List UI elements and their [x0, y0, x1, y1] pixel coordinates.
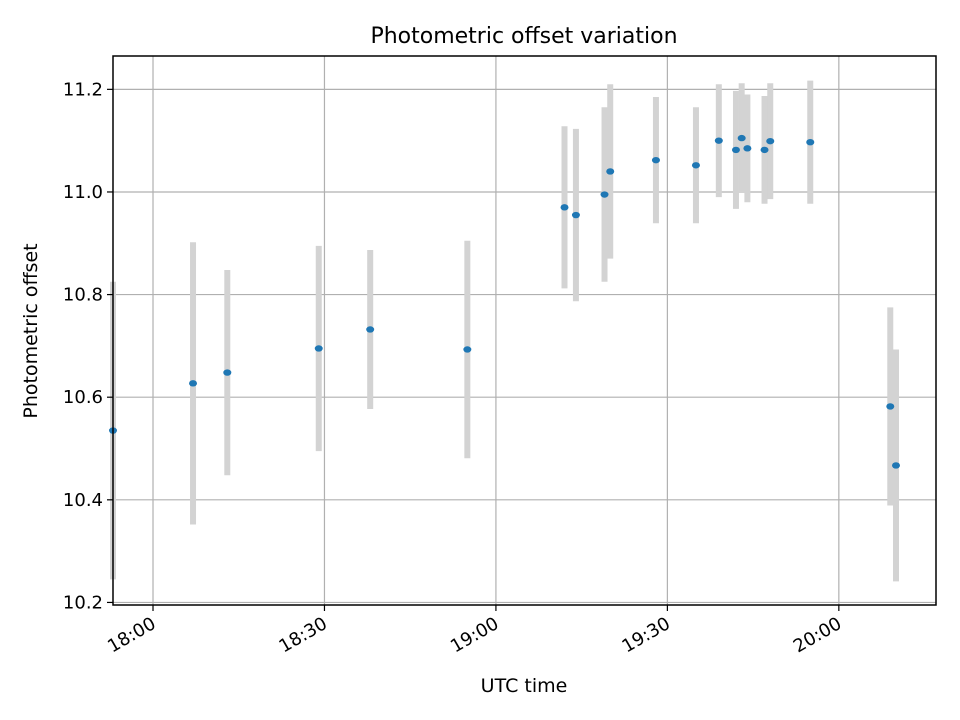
x-tick-label: 20:00: [790, 613, 845, 657]
data-point: [886, 403, 895, 410]
data-point: [314, 345, 323, 352]
data-point: [189, 380, 198, 387]
grid: [113, 56, 936, 605]
data-point: [651, 156, 660, 164]
data-point: [806, 138, 815, 146]
data-point: [223, 369, 232, 376]
data-point: [606, 168, 615, 175]
y-tick-label: 11.0: [63, 182, 103, 203]
y-axis-label: Photometric offset: [20, 243, 42, 418]
data-point: [463, 346, 472, 353]
x-tick-label: 19:30: [618, 613, 673, 657]
chart-title: Photometric offset variation: [370, 24, 677, 49]
data-point: [714, 137, 723, 144]
plot-frame: [112, 55, 937, 606]
axis-ticks: 18:00 18:30 19:00 19:30 20:00 10.2 10.4 10.6 10.…: [63, 79, 845, 657]
data-point: [560, 204, 569, 211]
y-tick-label: 10.2: [63, 592, 103, 613]
data-points: [109, 134, 900, 469]
data-point: [571, 211, 580, 219]
y-tick-label: 10.4: [63, 490, 103, 511]
y-tick-label: 11.2: [63, 79, 103, 100]
data-point: [743, 145, 752, 152]
x-axis-label: UTC time: [481, 675, 568, 697]
error-bars: [110, 80, 899, 582]
x-tick-label: 18:00: [104, 613, 159, 657]
data-point: [731, 146, 740, 154]
data-point: [691, 162, 700, 169]
y-tick-label: 10.6: [63, 387, 103, 408]
data-point: [600, 191, 609, 198]
data-point: [737, 134, 746, 142]
data-point: [760, 146, 769, 154]
data-point: [766, 137, 775, 145]
data-point: [366, 326, 375, 333]
data-point: [891, 462, 900, 469]
x-tick-label: 18:30: [276, 613, 331, 657]
x-tick-label: 19:00: [447, 613, 502, 657]
y-tick-label: 10.8: [63, 285, 103, 306]
